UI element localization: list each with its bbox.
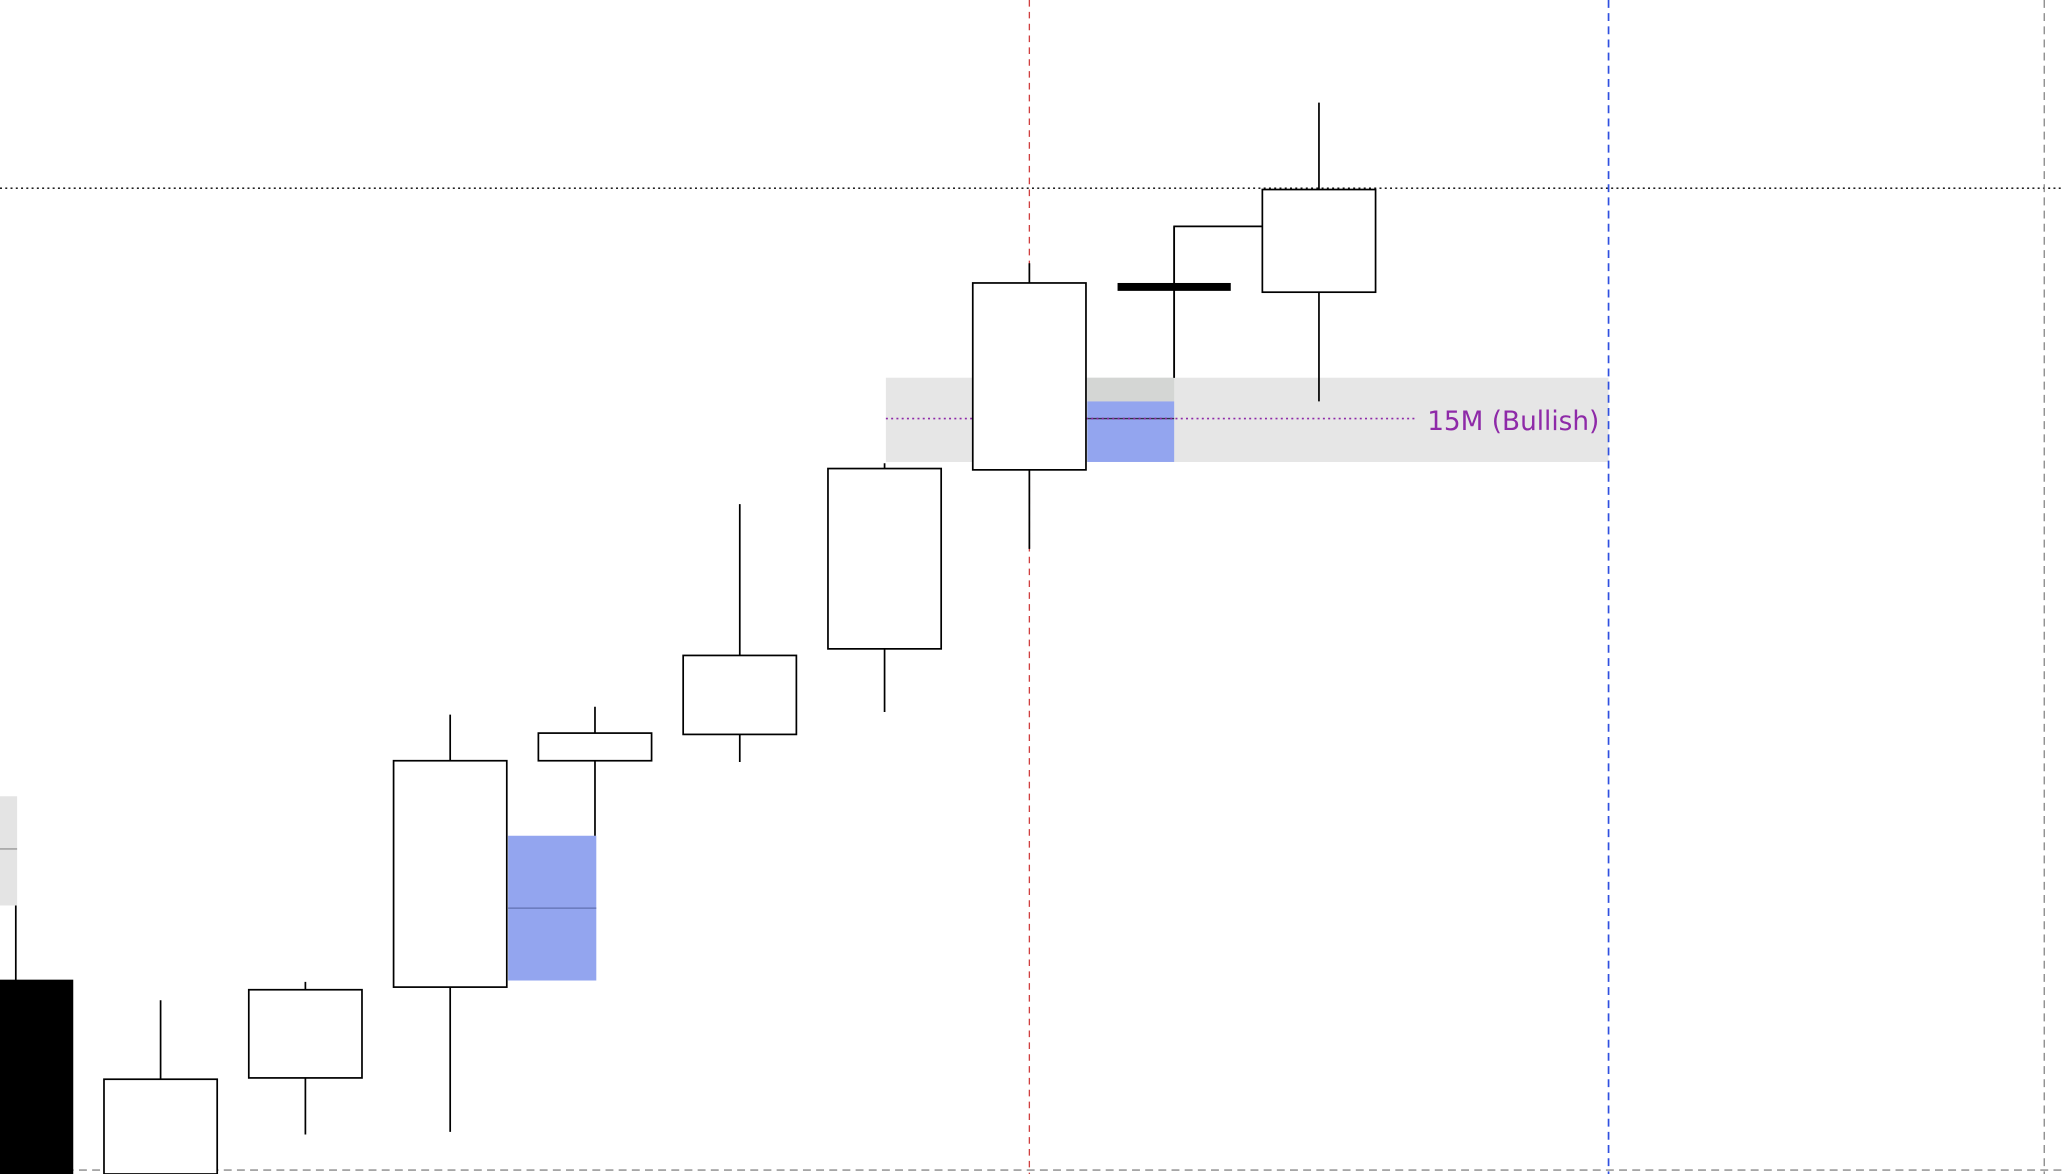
step-line [1173, 225, 1263, 378]
candle-body [0, 979, 74, 1174]
candle-body [682, 654, 798, 736]
candle-body [537, 732, 653, 762]
zone [0, 796, 18, 906]
candle-body [827, 467, 943, 650]
candle-body [1117, 282, 1231, 291]
candle-body [971, 282, 1087, 471]
candle-body [247, 988, 363, 1079]
candle-body [1261, 188, 1377, 294]
candle-body [103, 1078, 219, 1174]
zone-label: 15M (Bullish) [1427, 407, 1599, 437]
candle-body [392, 759, 508, 988]
zone [1087, 377, 1175, 402]
fvg-box [1087, 401, 1175, 462]
candles [0, 102, 1377, 1174]
